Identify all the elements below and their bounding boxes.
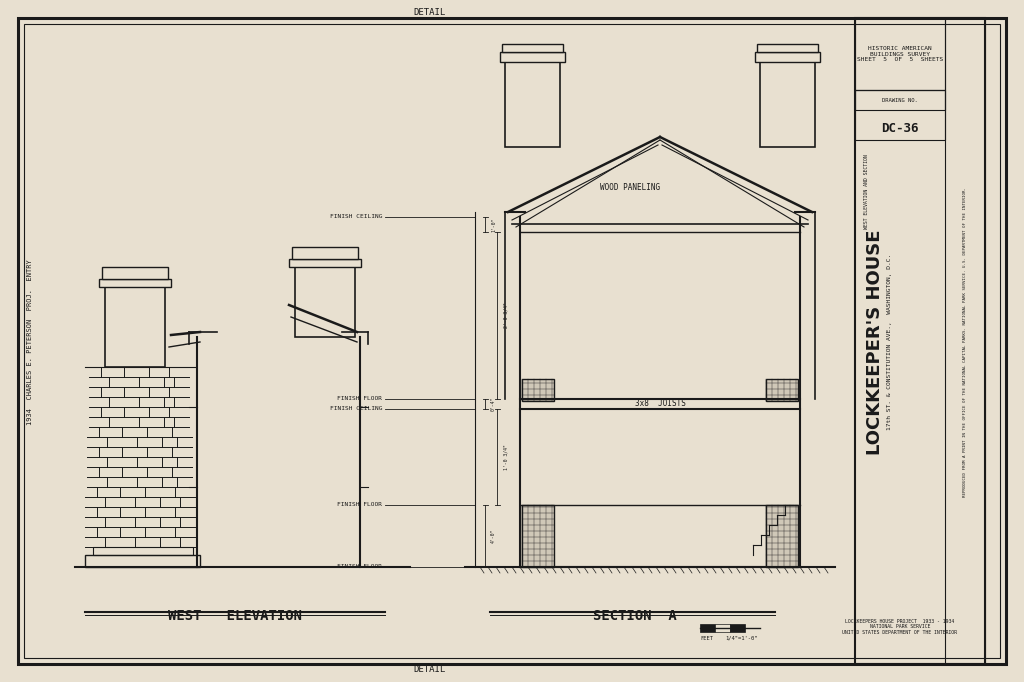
Bar: [99, 279, 171, 287]
Bar: [855, 90, 945, 140]
Bar: [522, 505, 554, 567]
Bar: [757, 44, 818, 52]
Bar: [700, 624, 715, 632]
Text: 3x8  JOISTS: 3x8 JOISTS: [635, 400, 685, 409]
Text: FINISH FLOOR: FINISH FLOOR: [337, 396, 382, 402]
Bar: [102, 267, 168, 279]
Bar: [85, 555, 200, 567]
Text: FEET: FEET: [700, 636, 713, 641]
Text: FINISH CEILING: FINISH CEILING: [330, 406, 382, 411]
Bar: [295, 267, 355, 337]
Bar: [502, 44, 563, 52]
Text: DETAIL: DETAIL: [414, 665, 446, 674]
Bar: [93, 547, 193, 555]
Text: 1'-0 3/4": 1'-0 3/4": [503, 444, 508, 470]
Bar: [522, 379, 554, 401]
Text: 2'-0 3/4": 2'-0 3/4": [503, 303, 508, 329]
Text: 0'-4": 0'-4": [490, 397, 496, 411]
Bar: [755, 52, 820, 62]
Bar: [730, 624, 745, 632]
Text: 4'-0": 4'-0": [490, 529, 496, 543]
Text: DRAWING NO.: DRAWING NO.: [882, 98, 918, 102]
Bar: [715, 624, 730, 632]
Text: WEST   ELEVATION: WEST ELEVATION: [168, 609, 302, 623]
Bar: [505, 52, 560, 147]
Bar: [766, 379, 798, 401]
Text: WEST ELEVATION AND SECTION: WEST ELEVATION AND SECTION: [864, 155, 869, 229]
Text: SECTION  A: SECTION A: [593, 609, 677, 623]
Text: 17th ST. & CONSTITUTION AVE.,  WASHINGTON, D.C.: 17th ST. & CONSTITUTION AVE., WASHINGTON…: [887, 254, 892, 430]
Text: 1'-0": 1'-0": [490, 218, 496, 232]
Text: DETAIL: DETAIL: [414, 8, 446, 17]
Text: 1/4"=1'-0": 1/4"=1'-0": [725, 636, 758, 641]
Bar: [292, 247, 358, 259]
Text: DC-36: DC-36: [882, 121, 919, 134]
Text: REPRODUCED FROM A PRINT IN THE OFFICE OF THE NATIONAL CAPITAL PARKS. NATIONAL PA: REPRODUCED FROM A PRINT IN THE OFFICE OF…: [963, 187, 967, 497]
Bar: [766, 505, 798, 567]
Bar: [760, 52, 815, 147]
Text: LOCKKEEPER'S HOUSE: LOCKKEEPER'S HOUSE: [866, 229, 884, 455]
Text: FINISH FLOOR: FINISH FLOOR: [337, 503, 382, 507]
Bar: [855, 18, 985, 664]
Bar: [855, 90, 945, 110]
Text: FINISH CEILING: FINISH CEILING: [330, 215, 382, 220]
Text: FINISH FLOOR: FINISH FLOOR: [337, 565, 382, 569]
Bar: [945, 18, 985, 664]
Bar: [855, 18, 945, 90]
Bar: [500, 52, 565, 62]
Text: HISTORIC AMERICAN
BUILDINGS SURVEY
SHEET  5  OF  5  SHEETS: HISTORIC AMERICAN BUILDINGS SURVEY SHEET…: [857, 46, 943, 62]
Bar: [289, 259, 361, 267]
Text: WOOD PANELING: WOOD PANELING: [600, 183, 660, 192]
Bar: [105, 287, 165, 367]
Text: 1934  CHARLES E. PETERSON  PROJ.  ENTRY: 1934 CHARLES E. PETERSON PROJ. ENTRY: [27, 259, 33, 425]
Text: LOCKKEEPERS HOUSE PROJECT  1933 - 1934
NATIONAL PARK SERVICE
UNITED STATES DEPAR: LOCKKEEPERS HOUSE PROJECT 1933 - 1934 NA…: [843, 619, 957, 636]
